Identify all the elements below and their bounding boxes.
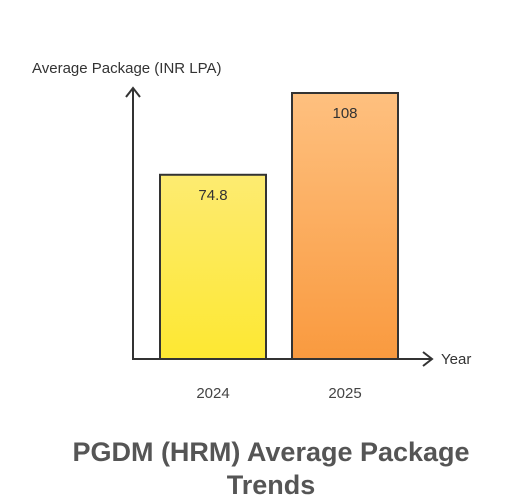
bar-2024 (159, 173, 267, 360)
y-axis-arrow-icon (125, 86, 141, 98)
x-axis-arrow-icon (422, 351, 434, 367)
x-axis-label: Year (441, 351, 471, 368)
value-label-2025: 108 (332, 105, 357, 122)
x-tick-labels: 2024 2025 (196, 385, 361, 402)
x-tick-label-2024: 2024 (196, 385, 229, 402)
bar-2025 (291, 92, 399, 360)
chart-title: PGDM (HRM) Average Package Trends (72, 437, 470, 500)
x-tick-label-2025: 2025 (328, 385, 361, 402)
value-label-2024: 74.8 (198, 187, 227, 204)
y-axis-label: Average Package (INR LPA) (32, 60, 222, 77)
bars-group: 74.8 108 (159, 92, 399, 360)
